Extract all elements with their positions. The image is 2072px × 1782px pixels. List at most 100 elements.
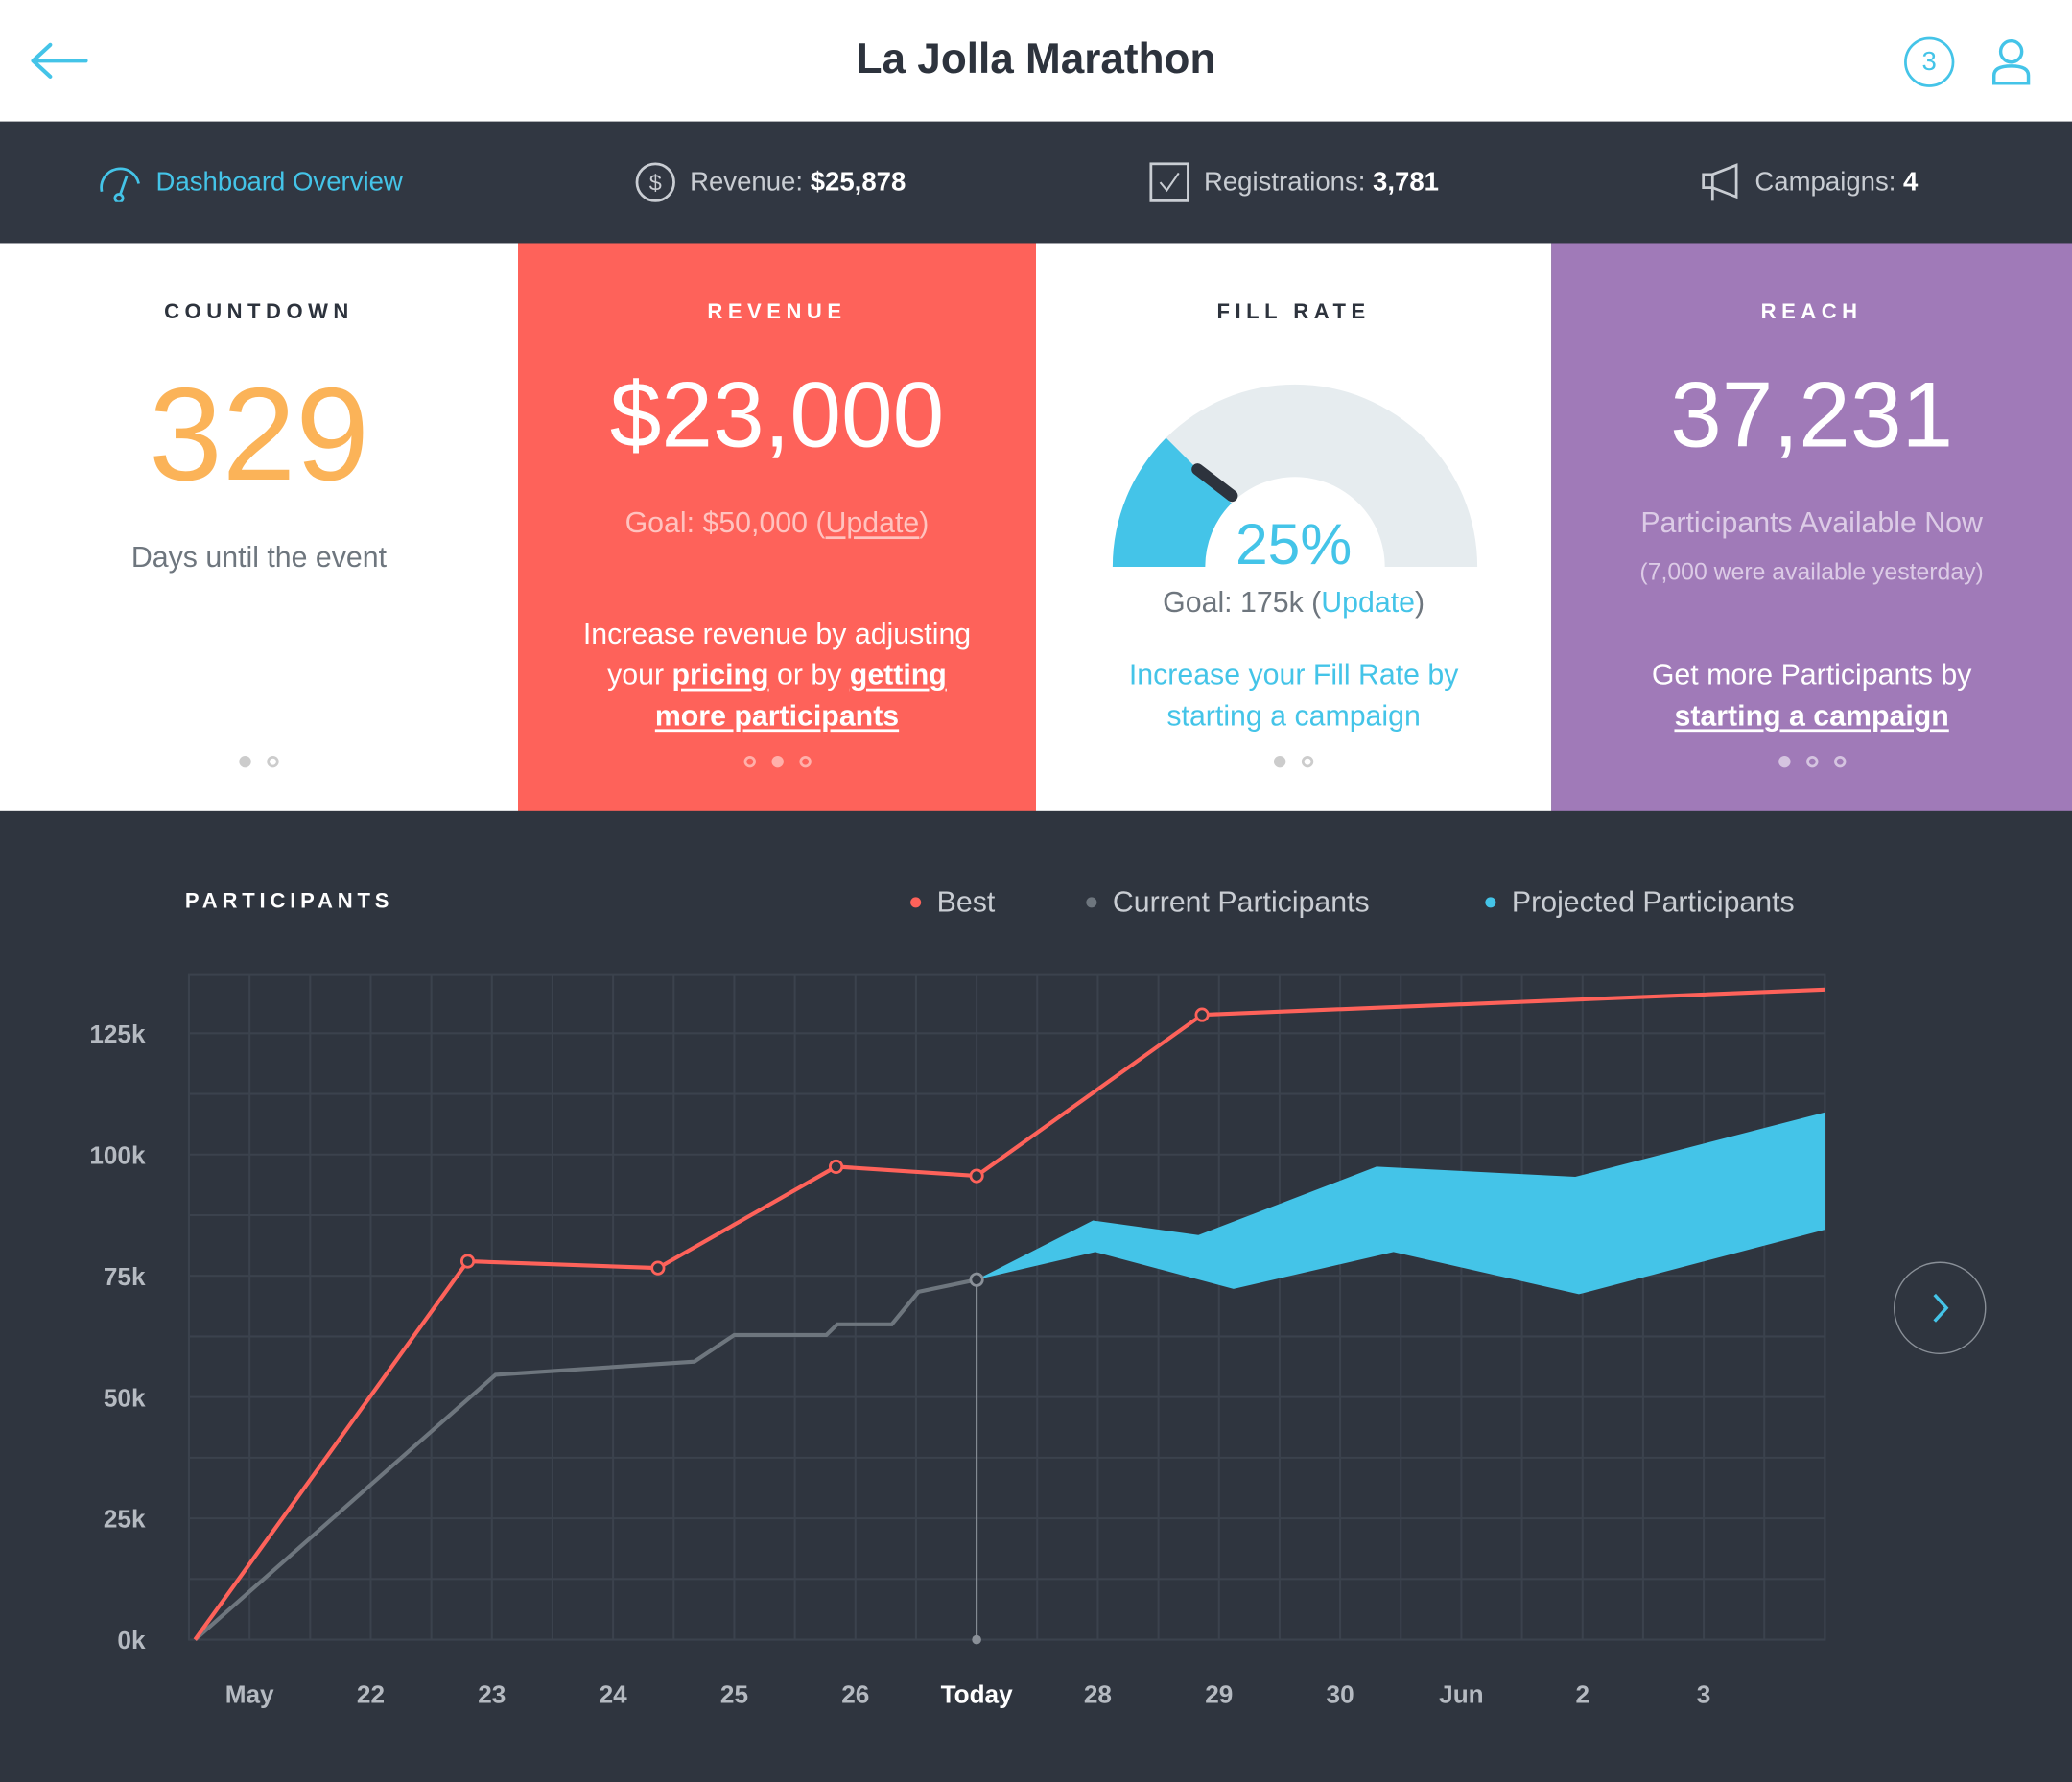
getting-more-participants-link[interactable]: getting (849, 658, 947, 692)
x-tick-label: 30 (1327, 1680, 1354, 1709)
x-tick-label: 2 (1575, 1680, 1589, 1709)
summary-nav-bar: Dashboard Overview $ Revenue: $25,878 Re… (0, 121, 2072, 244)
current-marker (969, 1272, 984, 1287)
y-tick-label: 50k (104, 1383, 146, 1412)
update-goal-link[interactable]: Update (1321, 585, 1415, 619)
projected-band (977, 1112, 1825, 1295)
nav-revenue[interactable]: $ Revenue: $25,878 (634, 122, 906, 244)
dot[interactable] (1805, 755, 1818, 768)
countdown-value: 329 (149, 361, 369, 509)
page-title: La Jolla Marathon (856, 34, 1216, 82)
y-tick-label: 125k (89, 1020, 146, 1048)
dot-active[interactable] (770, 755, 784, 768)
y-tick-label: 0k (117, 1626, 146, 1654)
legend-dot (1086, 897, 1097, 908)
y-tick-label: 75k (104, 1262, 146, 1291)
speedometer-icon (100, 167, 140, 202)
user-profile-icon[interactable] (1990, 37, 2033, 87)
dot-active[interactable] (1778, 755, 1790, 768)
legend-label: Best (936, 884, 996, 919)
megaphone-icon (1702, 163, 1738, 201)
countdown-title: COUNTDOWN (164, 301, 354, 324)
goal-suffix: ) (1414, 585, 1425, 619)
dot-active[interactable] (239, 755, 251, 768)
goal-text: Goal: $50,000 ( (624, 505, 826, 540)
carousel-dots (1036, 755, 1551, 768)
nav-revenue-value: $25,878 (810, 167, 906, 197)
dot-active[interactable] (1273, 755, 1286, 768)
current-participants-line (193, 1278, 977, 1642)
reach-title: REACH (1760, 301, 1863, 324)
legend-label: Projected Participants (1511, 884, 1795, 919)
nav-dashboard-overview[interactable]: Dashboard Overview (98, 122, 403, 244)
svg-text:$: $ (649, 170, 662, 195)
notification-badge[interactable]: 3 (1904, 36, 1955, 87)
chart-title: PARTICIPANTS (184, 890, 394, 913)
best-marker (1194, 1007, 1210, 1022)
fill-rate-value: 25% (1235, 512, 1353, 577)
tip-text: Increase revenue by adjusting (582, 617, 972, 650)
getting-more-participants-link-2[interactable]: more participants (654, 698, 900, 733)
revenue-card: REVENUE $23,000 Goal: $50,000 (Update) I… (517, 243, 1036, 811)
fill-rate-tip-link[interactable]: Increase your Fill Rate by starting a cam… (1063, 654, 1525, 736)
legend-best[interactable]: Best (910, 885, 995, 920)
nav-registrations-value: 3,781 (1373, 167, 1440, 197)
pricing-link[interactable]: pricing (671, 658, 769, 692)
carousel-dots (0, 755, 518, 768)
legend-projected[interactable]: Projected Participants (1485, 884, 1795, 920)
revenue-tip: Increase revenue by adjusting your pricin… (545, 613, 1010, 736)
back-arrow-icon[interactable] (29, 39, 89, 82)
goal-text: Goal: 175k ( (1163, 585, 1322, 619)
reach-card: REACH 37,231 Participants Available Now … (1551, 243, 2072, 811)
x-tick-label: 26 (841, 1680, 869, 1709)
countdown-caption: Days until the event (130, 540, 388, 574)
tip-text: your (607, 658, 672, 692)
nav-registrations[interactable]: Registrations: 3,781 (1148, 122, 1439, 244)
tip-text: Get more Participants by (1651, 658, 1972, 692)
chevron-right-icon (1933, 1293, 1949, 1323)
nav-campaigns-value: 4 (1903, 167, 1919, 197)
x-tick-label: 23 (478, 1680, 506, 1709)
best-marker (969, 1168, 984, 1184)
best-line (193, 987, 1825, 1641)
top-header: La Jolla Marathon 3 (0, 0, 2072, 122)
tip-text: Increase your Fill Rate by (1128, 658, 1459, 692)
dot[interactable] (267, 755, 279, 768)
x-tick-label: May (225, 1680, 274, 1709)
nav-campaigns[interactable]: Campaigns: 4 (1700, 122, 1919, 244)
next-page-button[interactable] (1894, 1261, 1987, 1354)
fill-rate-goal: Goal: 175k (Update) (1063, 581, 1525, 622)
start-campaign-link[interactable]: starting a campaign (1166, 698, 1421, 733)
x-tick-label: 25 (720, 1680, 748, 1709)
revenue-value: $23,000 (609, 363, 945, 467)
legend-label: Current Participants (1112, 884, 1370, 919)
gauge-fill (1112, 437, 1232, 567)
best-marker (828, 1159, 844, 1174)
x-tick-label: 29 (1205, 1680, 1233, 1709)
goal-suffix: ) (919, 505, 930, 540)
dot[interactable] (798, 755, 812, 768)
legend-dot (1485, 897, 1496, 908)
revenue-goal: Goal: $50,000 (Update) (545, 502, 1010, 543)
update-goal-link[interactable]: Update (825, 505, 920, 540)
reach-value: 37,231 (1670, 363, 1954, 467)
checkbox-icon (1149, 162, 1189, 202)
x-tick-label: Today (941, 1680, 1014, 1709)
x-tick-label: 28 (1084, 1680, 1112, 1709)
start-campaign-link[interactable]: starting a campaign (1674, 698, 1949, 733)
countdown-card: COUNTDOWN 329 Days until the event (0, 243, 518, 811)
dot[interactable] (1301, 755, 1314, 768)
reach-caption: Participants Available Now (1640, 505, 1983, 540)
nav-dashboard-label: Dashboard Overview (155, 167, 403, 197)
fill-rate-title: FILL RATE (1216, 301, 1371, 324)
legend-current[interactable]: Current Participants (1086, 884, 1370, 920)
reach-tip: Get more Participants by starting a campa… (1578, 654, 2046, 736)
revenue-title: REVENUE (707, 301, 847, 324)
dot[interactable] (1833, 755, 1846, 768)
dot[interactable] (742, 755, 756, 768)
gauge-needle (1191, 463, 1238, 503)
nav-registrations-label: Registrations: (1203, 167, 1366, 197)
legend-dot (910, 897, 922, 908)
x-tick-label: 3 (1697, 1680, 1711, 1709)
